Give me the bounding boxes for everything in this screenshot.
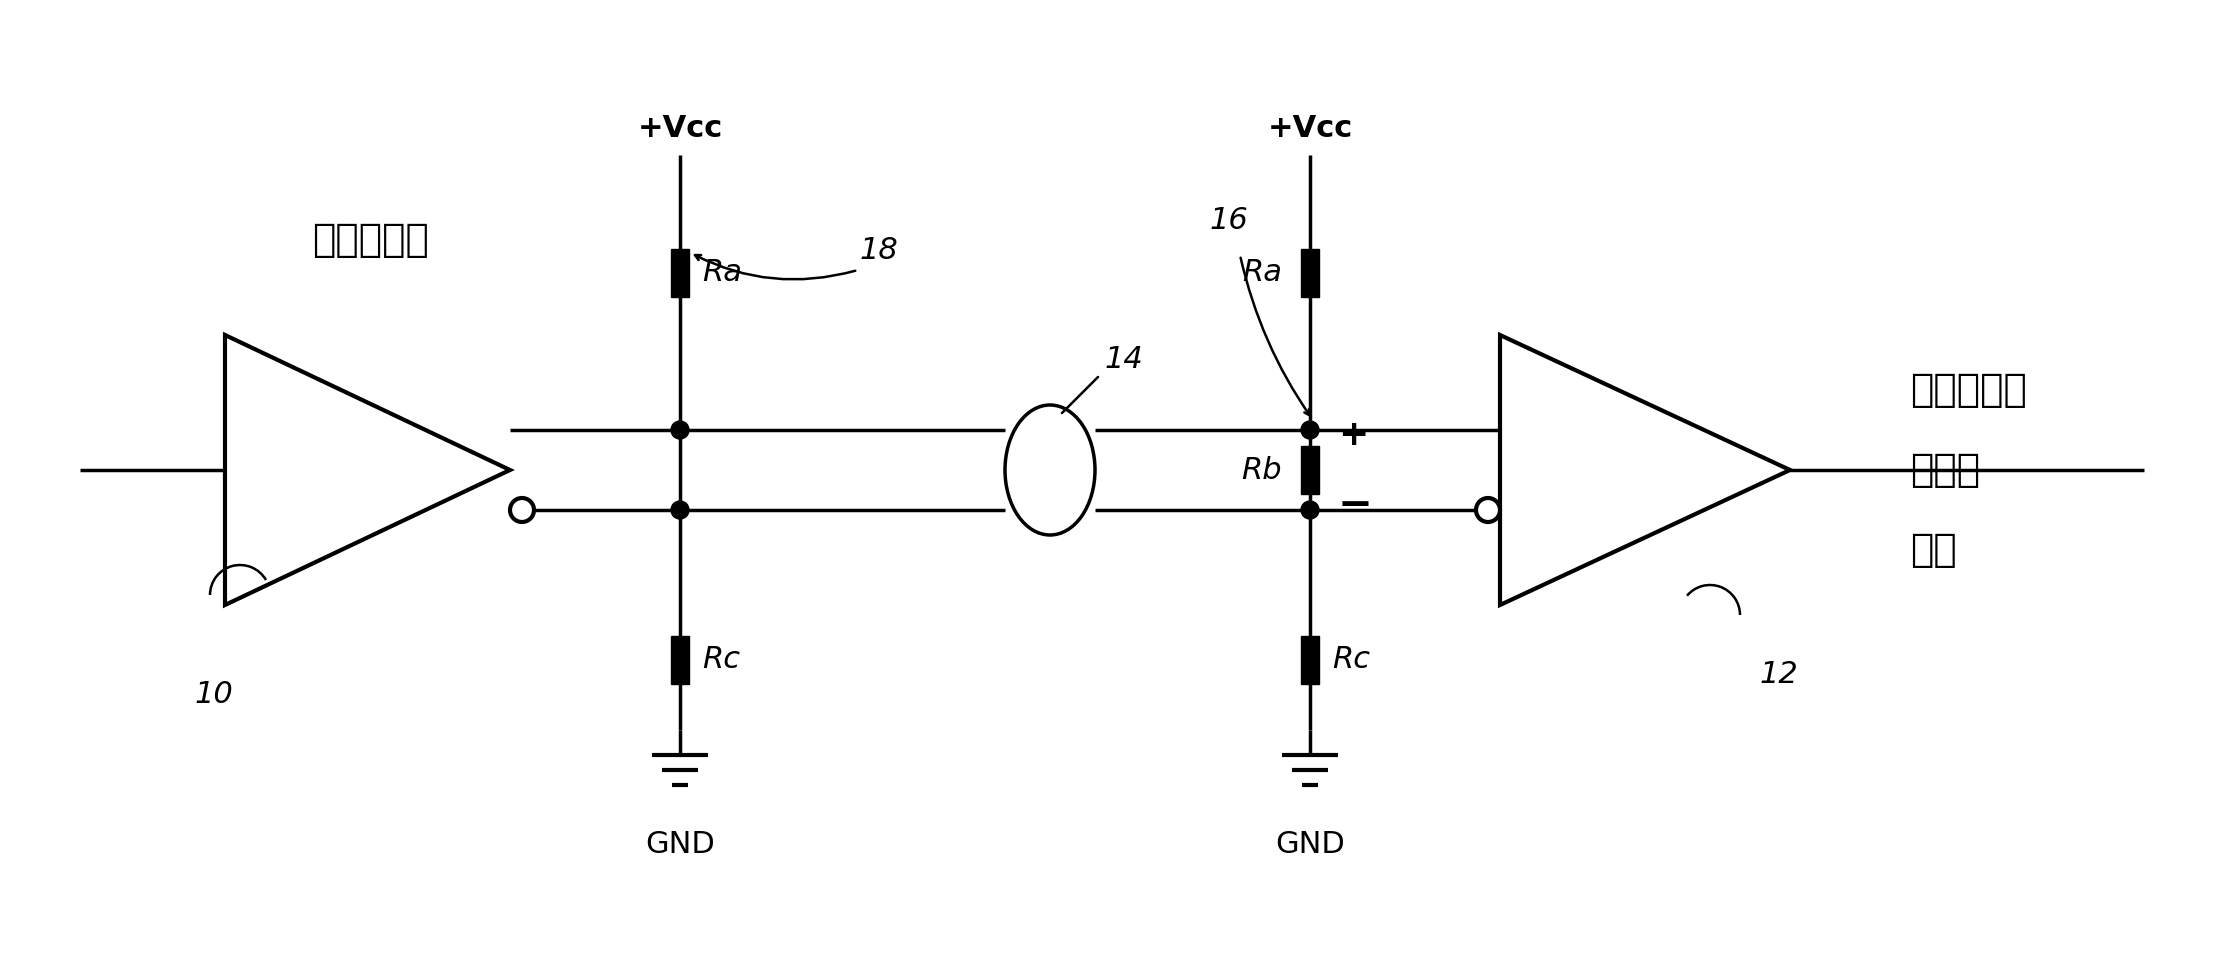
Text: +Vcc: +Vcc [1268,114,1352,143]
Text: Rc: Rc [1332,645,1370,675]
Text: 线路接收器: 线路接收器 [1910,371,2026,409]
Text: Ra: Ra [703,258,743,287]
Bar [1301,636,1319,684]
Text: 输出: 输出 [1910,531,1957,569]
Bar [1301,249,1319,296]
Text: +Vcc: +Vcc [638,114,723,143]
Text: 14: 14 [1105,345,1143,375]
Text: +: + [1339,418,1368,452]
Bar [672,636,689,684]
Text: Rb: Rb [1241,455,1281,485]
Text: 12: 12 [1759,660,1799,689]
Text: 18: 18 [861,235,898,265]
Text: Ra: Ra [1241,258,1281,287]
Text: Rc: Rc [703,645,741,675]
Text: −: − [1339,484,1372,526]
Circle shape [1477,498,1499,522]
Circle shape [672,501,689,519]
Text: 接收器: 接收器 [1910,451,1979,489]
Bar [672,249,689,296]
Text: 16: 16 [1210,206,1248,234]
Text: GND: GND [1274,830,1346,859]
Text: 线路驱动器: 线路驱动器 [311,221,429,259]
Bar [1301,446,1319,494]
Circle shape [1301,501,1319,519]
Circle shape [1301,421,1319,439]
Circle shape [509,498,534,522]
Text: GND: GND [645,830,714,859]
Text: 10: 10 [196,680,234,709]
Circle shape [672,421,689,439]
